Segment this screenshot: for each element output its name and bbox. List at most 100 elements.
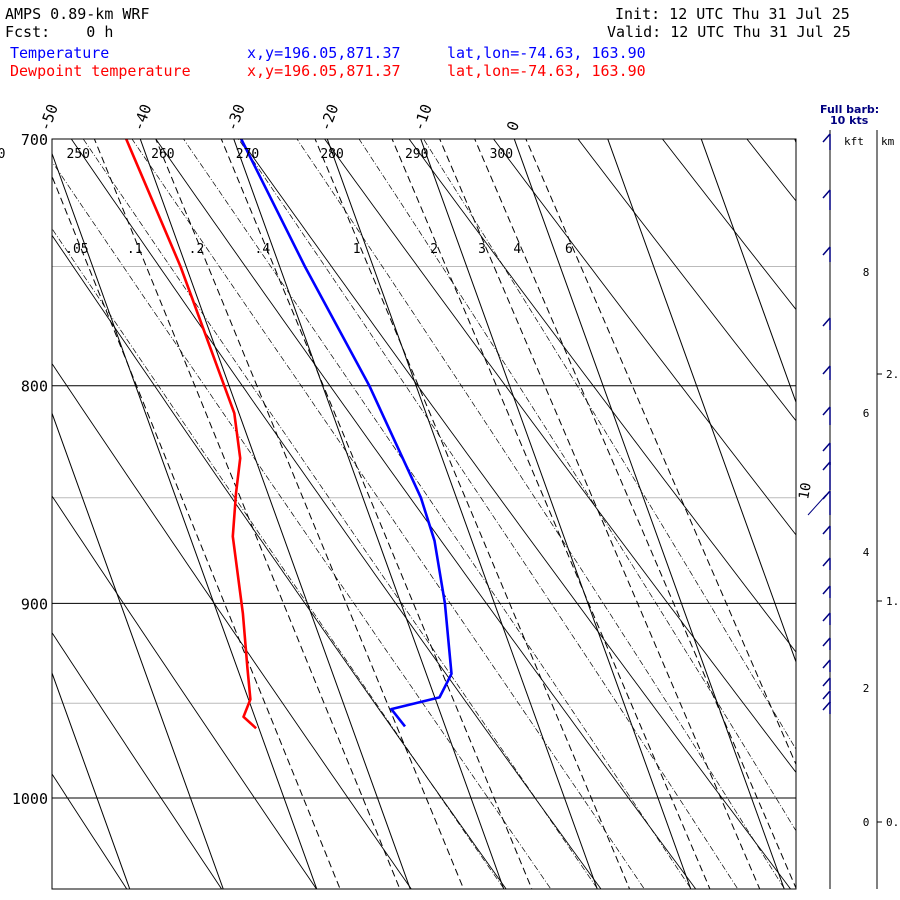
wind-barb-flag [822,133,831,143]
isotherm-line [233,139,505,889]
wind-barb-flag [822,442,831,452]
wind-barb-flag [822,365,831,375]
isotherm-line [139,139,411,889]
moist-adiabat-line [52,227,504,889]
mixing-ratio-label: 3 [478,242,486,257]
temperature-tick-label: -20 [316,102,342,134]
moist-adiabat-line [423,139,796,750]
isotherm-line [52,152,318,889]
theta-label: 260 [151,147,174,162]
kft-tick-label: 6 [863,407,870,420]
kft-tick-label: 2 [863,682,870,695]
wind-barb [822,690,831,703]
wind-barb [822,701,831,714]
pressure-tick-label: 800 [21,378,48,396]
valid-time: Valid: 12 UTC Thu 31 Jul 25 [607,23,851,41]
kft-label: kft [844,135,864,148]
wind-barb [822,246,831,262]
legend-temperature-latlon: lat,lon=-74.63, 163.90 [447,44,646,62]
wind-barb-flag [822,612,831,622]
mixing-ratio-label: 2 [430,242,438,257]
init-time: Init: 12 UTC Thu 31 Jul 25 [615,5,850,23]
wind-barb [822,637,831,650]
wind-barb-flag [822,690,831,700]
wind-barb [822,677,831,690]
dry-adiabat-line [324,139,796,774]
dry-adiabat-line [52,362,412,889]
temperature-tick-label: -40 [129,102,155,134]
theta-label: 270 [236,147,259,162]
mixing-ratio-label: .1 [127,242,143,257]
wind-barb [822,659,831,672]
mixing-ratio-line [155,139,465,889]
dewpoint-trace [125,139,257,730]
mixing-ratio-line [391,139,711,889]
forecast-hour: Fcst: 0 h [5,23,114,41]
wind-barb-flag [822,525,831,535]
barb-scale-label: 10 [796,481,815,500]
axis-labels: 7008009001000-70-60-50-40-30-20-10022023… [0,102,573,808]
mixing-ratio-line [525,139,796,766]
wind-barb-flag [822,246,831,256]
temperature-trace [240,139,453,728]
wind-barb-flag [822,701,831,711]
kft-tick-label: 0 [863,816,870,829]
isotherm-line [52,671,131,889]
mixing-ratio-label: 6 [565,242,573,257]
mixing-ratio-line [314,139,631,889]
theta-label: 240 [0,147,5,162]
theta-label: 290 [405,147,428,162]
mixing-ratio-line [220,139,533,889]
dry-adiabat-line [746,139,796,202]
legend-dewpoint-name: Dewpoint temperature [10,62,191,80]
wind-barb-flag [822,406,831,416]
moist-adiabat-line [82,139,598,889]
wind-barb-flag [822,659,831,669]
wind-barb-flag [822,557,831,567]
legend-dewpoint-latlon: lat,lon=-74.63, 163.90 [447,62,646,80]
isotherm-line [794,139,796,144]
km-tick-label: 1. [886,595,899,608]
pressure-tick-label: 700 [21,131,48,149]
dry-adiabat-line [492,139,796,536]
theta-label: 250 [67,147,90,162]
dry-adiabat-line [577,139,796,422]
temperature-tick-label: -50 [36,102,62,134]
wind-barb [822,189,831,210]
wind-barb [822,133,831,150]
dry-adiabat-line [155,139,697,889]
wind-barb-flag [822,637,831,647]
wind-barb [822,612,831,625]
barb-legend-value: 10 kts [830,114,869,127]
dry-adiabat-line [661,139,796,311]
isotherm-line [885,129,900,889]
mixing-ratio-label: .4 [255,242,271,257]
temperature-tick-label: -30 [223,102,249,134]
legend-temperature-name: Temperature [10,44,110,62]
legend-temperature-xy: x,y=196.05,871.37 [247,44,401,62]
dry-adiabat-line [408,139,796,653]
km-tick-label: 0. [886,816,899,829]
model-title: AMPS 0.89-km WRF [5,5,150,23]
mixing-ratio-label: .05 [65,242,88,257]
wind-barb-flag [822,585,831,595]
wind-barb [822,442,831,465]
moist-adiabat-line [296,139,785,889]
temperature-tick-label: 0 [503,119,523,134]
barb-legend-title: Full barb: [820,103,880,116]
wind-barb [822,490,831,515]
wind-barb [822,585,831,598]
moist-adiabat-line [358,139,796,832]
wind-barb-flag [822,677,831,687]
mixing-ratio-label: .2 [189,242,205,257]
km-label: km [881,135,895,148]
kft-tick-label: 8 [863,266,870,279]
mixing-ratio-label: 1 [353,242,361,257]
isotherm-line [420,139,692,889]
wind-barb [822,557,831,570]
wind-barb-flag [822,189,831,199]
dry-adiabat-line [52,631,223,889]
wind-barb [822,461,831,490]
